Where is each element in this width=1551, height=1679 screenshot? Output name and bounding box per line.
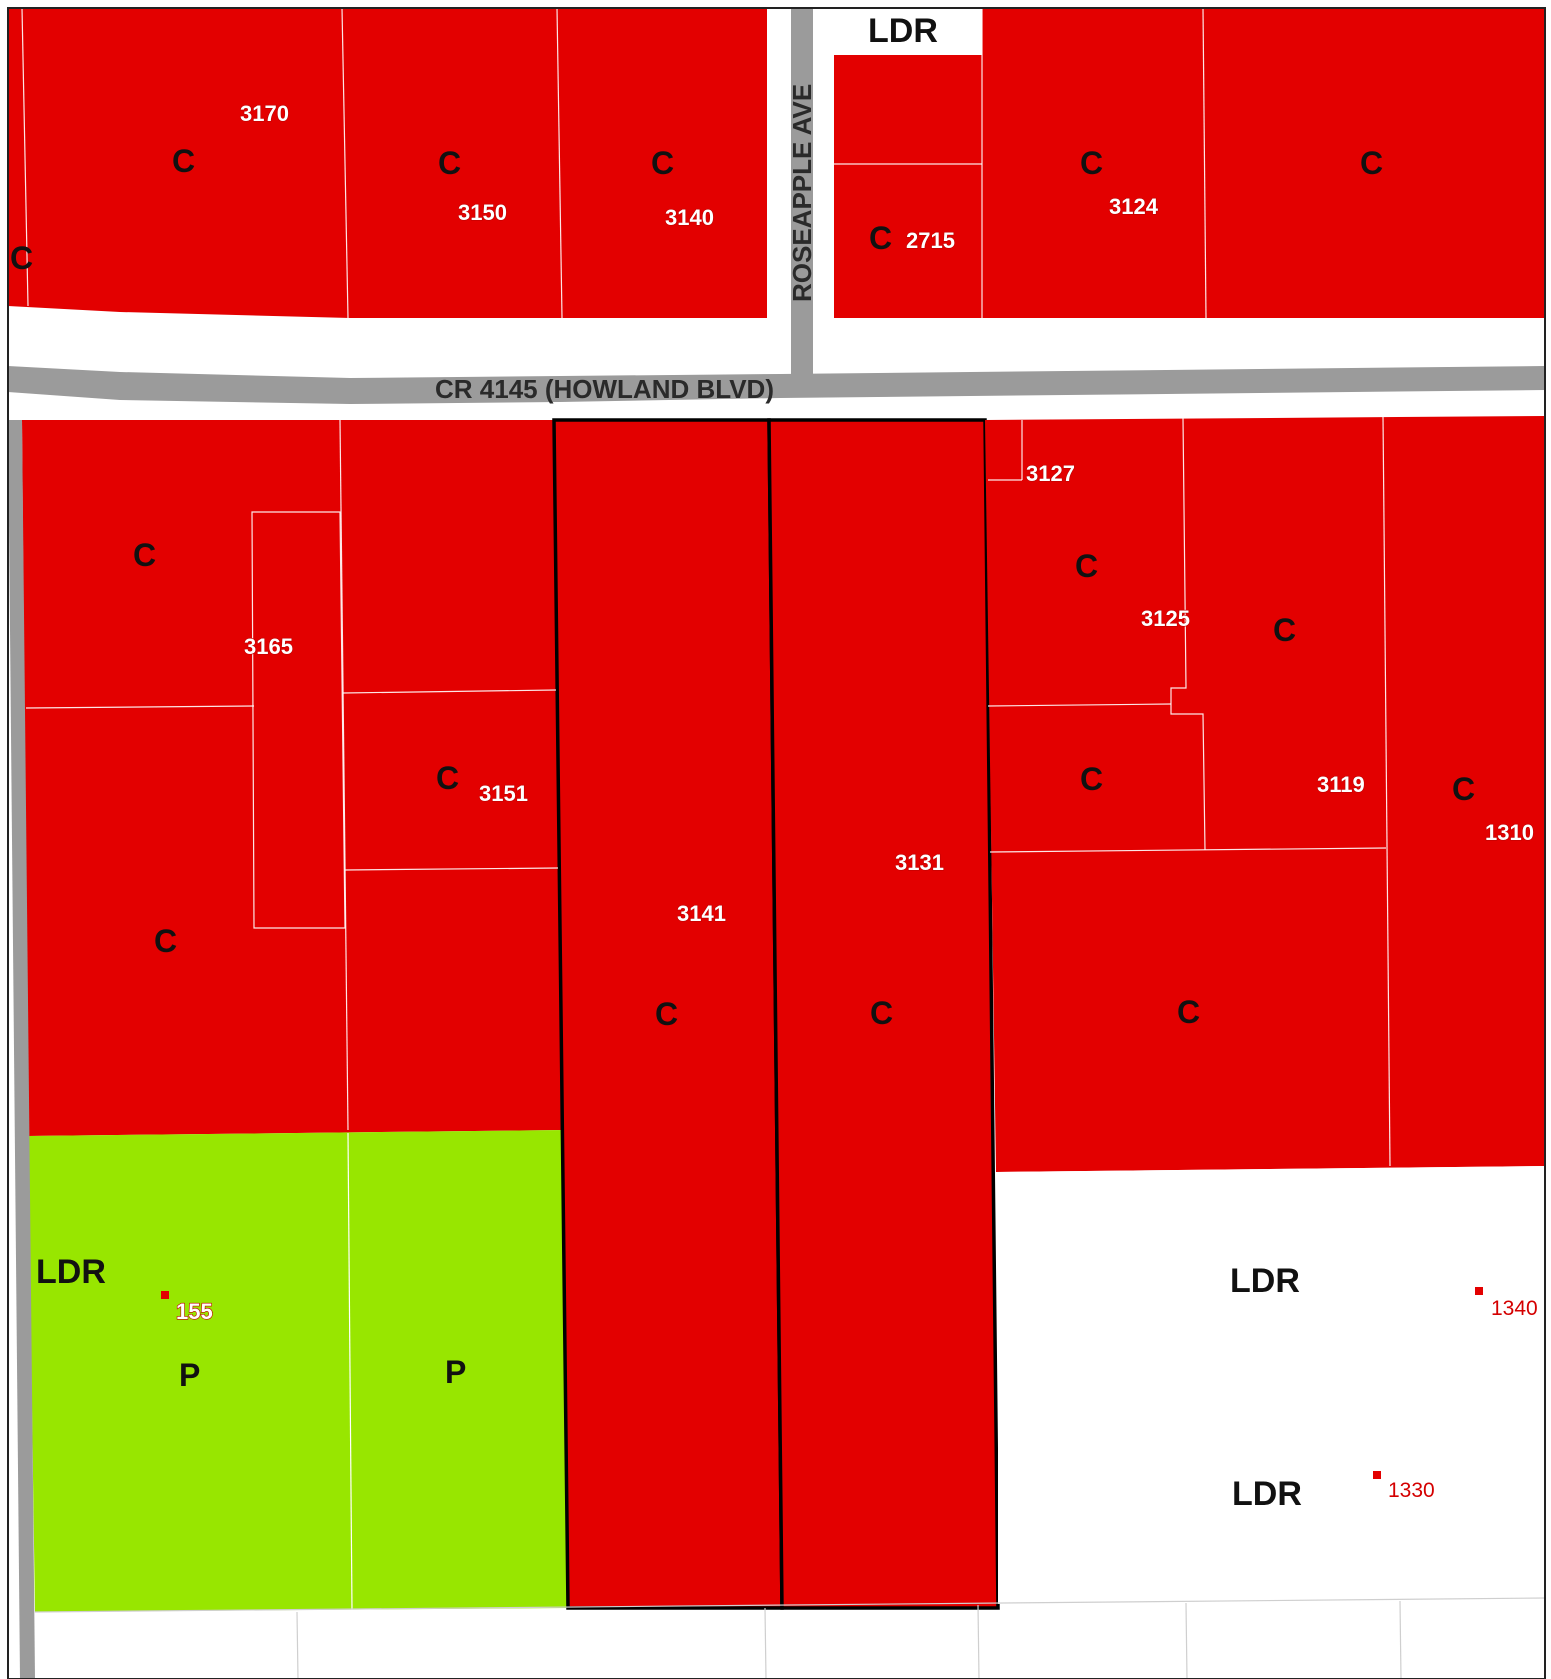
road-howland-blvd bbox=[8, 366, 1545, 404]
address-points bbox=[161, 1287, 1483, 1479]
parcel-north-east[interactable] bbox=[982, 8, 1545, 318]
zone-label: P bbox=[445, 1354, 466, 1390]
zone-label: C bbox=[869, 220, 892, 256]
parcel-public-p[interactable] bbox=[28, 1130, 568, 1612]
parcel-north-west[interactable] bbox=[8, 8, 767, 318]
parcel-south-west[interactable] bbox=[22, 420, 565, 1136]
zone-label: C bbox=[1080, 761, 1103, 797]
zone-label: C bbox=[133, 537, 156, 573]
address-label[interactable]: 3119 bbox=[1316, 771, 1365, 797]
zone-label: C bbox=[154, 923, 177, 959]
zone-label: C bbox=[1452, 771, 1475, 807]
address-label[interactable]: 3125 bbox=[1140, 605, 1190, 631]
zone-label: P bbox=[179, 1357, 200, 1393]
address-point-icon[interactable] bbox=[1373, 1471, 1381, 1479]
zone-label: LDR bbox=[36, 1253, 106, 1291]
zone-label: C bbox=[1177, 994, 1200, 1030]
address-label[interactable]: 1310 bbox=[1484, 819, 1534, 845]
zone-label: C bbox=[655, 996, 678, 1032]
address-label[interactable]: 3124 bbox=[1108, 193, 1159, 219]
zone-label: C bbox=[651, 145, 674, 181]
zone-label: C bbox=[10, 240, 33, 276]
zone-label: C bbox=[172, 143, 195, 179]
subject-parcel-3131[interactable] bbox=[767, 418, 1000, 1610]
zone-label: LDR bbox=[1230, 1262, 1300, 1300]
address-label[interactable]: 3127 bbox=[1025, 460, 1075, 486]
ldr-parcel-top[interactable] bbox=[834, 8, 982, 55]
road-roseapple-ave bbox=[791, 8, 813, 374]
parcel-south-east[interactable] bbox=[985, 416, 1545, 1172]
address-label[interactable]: 3170 bbox=[239, 100, 289, 126]
zone-label: C bbox=[1273, 612, 1296, 648]
ldr-parcel-1330[interactable] bbox=[998, 1383, 1545, 1604]
address-point-icon[interactable] bbox=[161, 1291, 169, 1299]
ldr-parcel-1340[interactable] bbox=[996, 1166, 1545, 1388]
map-frame bbox=[7, 7, 1546, 1679]
road-label-howland: CR 4145 (HOWLAND BLVD) bbox=[435, 374, 774, 404]
address-label[interactable]: 3151 bbox=[478, 780, 528, 806]
address-label[interactable]: 3140 bbox=[664, 204, 714, 230]
zone-label: C bbox=[436, 760, 459, 796]
parcel-north-center[interactable] bbox=[834, 55, 982, 318]
road-label-roseapple: ROSEAPPLE AVE bbox=[787, 84, 817, 302]
address-labels: 3170 3150 3140 2715 3124 3127 3165 3125 … bbox=[175, 100, 1538, 1502]
address-label[interactable]: 1330 bbox=[1388, 1479, 1435, 1502]
zone-label: LDR bbox=[868, 12, 938, 50]
zone-label: C bbox=[1075, 548, 1098, 584]
address-label[interactable]: 3150 bbox=[457, 199, 507, 225]
zone-label: C bbox=[1080, 145, 1103, 181]
address-point-icon[interactable] bbox=[1475, 1287, 1483, 1295]
address-label[interactable]: 3141 bbox=[676, 900, 726, 926]
parcel-lines bbox=[21, 7, 1546, 1679]
zone-labels: LDR C C C C C C C C C C C C C C C C C LD… bbox=[10, 12, 1475, 1513]
zone-label: C bbox=[870, 995, 893, 1031]
zone-label: LDR bbox=[1232, 1475, 1302, 1513]
left-edge-road bbox=[8, 420, 35, 1679]
zone-label: C bbox=[438, 145, 461, 181]
zone-label: C bbox=[1360, 145, 1383, 181]
address-label[interactable]: 1340 bbox=[1491, 1297, 1538, 1320]
address-label[interactable]: 155 bbox=[175, 1298, 213, 1324]
address-label[interactable]: 3165 bbox=[243, 633, 293, 659]
address-label[interactable]: 3131 bbox=[894, 849, 944, 875]
address-label[interactable]: 2715 bbox=[905, 227, 955, 253]
